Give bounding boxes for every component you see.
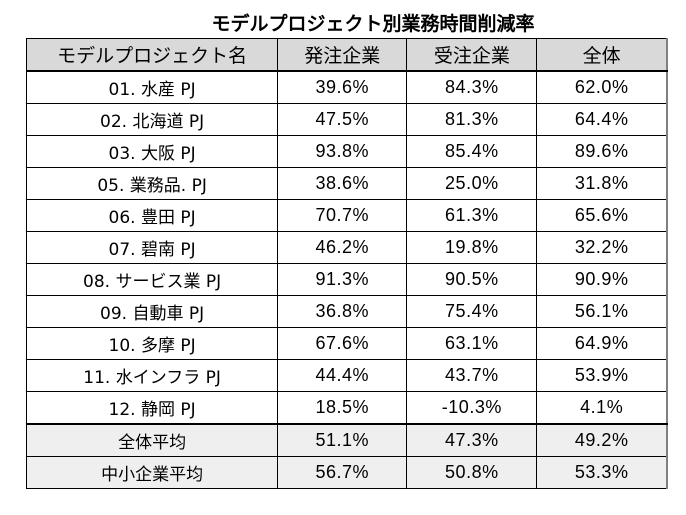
header-ordering-company: 発注企業: [277, 38, 408, 72]
overall-rate: 62.0%: [536, 70, 668, 104]
project-name: 05. 業務品. PJ: [25, 167, 279, 200]
overall-rate: 4.1%: [536, 391, 668, 425]
overall-rate: 56.1%: [536, 295, 668, 328]
overall-rate: 31.8%: [536, 167, 668, 200]
table-row: 03. 大阪 PJ 93.8% 85.4% 89.6%: [25, 135, 668, 168]
table-row: 12. 静岡 PJ 18.5% -10.3% 4.1%: [25, 391, 668, 425]
receiving-rate: 61.3%: [406, 199, 538, 232]
ordering-rate: 56.7%: [277, 456, 408, 489]
table-row: 11. 水インフラ PJ 44.4% 43.7% 53.9%: [25, 359, 668, 392]
receiving-rate: 47.3%: [406, 423, 538, 457]
overall-rate: 90.9%: [536, 263, 668, 296]
overall-rate: 65.6%: [536, 199, 668, 232]
overall-rate: 64.9%: [536, 327, 668, 360]
summary-row-sme-average: 中小企業平均 56.7% 50.8% 53.3%: [25, 456, 668, 489]
receiving-rate: 25.0%: [406, 167, 538, 200]
project-name: 12. 静岡 PJ: [25, 391, 279, 425]
summary-label: 中小企業平均: [25, 456, 279, 489]
receiving-rate: 81.3%: [406, 103, 538, 136]
receiving-rate: 90.5%: [406, 263, 538, 296]
ordering-rate: 18.5%: [277, 391, 408, 425]
receiving-rate: -10.3%: [406, 391, 538, 425]
receiving-rate: 85.4%: [406, 135, 538, 168]
header-overall: 全体: [536, 38, 668, 72]
ordering-rate: 47.5%: [277, 103, 408, 136]
ordering-rate: 67.6%: [277, 327, 408, 360]
table-row: 02. 北海道 PJ 47.5% 81.3% 64.4%: [25, 103, 668, 136]
receiving-rate: 19.8%: [406, 231, 538, 264]
ordering-rate: 93.8%: [277, 135, 408, 168]
ordering-rate: 38.6%: [277, 167, 408, 200]
header-row: モデルプロジェクト名 発注企業 受注企業 全体: [25, 38, 668, 72]
overall-rate: 49.2%: [536, 423, 668, 457]
summary-row-overall-average: 全体平均 51.1% 47.3% 49.2%: [25, 423, 668, 457]
overall-rate: 32.2%: [536, 231, 668, 264]
project-name: 03. 大阪 PJ: [25, 135, 279, 168]
receiving-rate: 84.3%: [406, 70, 538, 104]
ordering-rate: 70.7%: [277, 199, 408, 232]
project-name: 08. サービス業 PJ: [25, 263, 279, 296]
receiving-rate: 50.8%: [406, 456, 538, 489]
overall-rate: 89.6%: [536, 135, 668, 168]
table-row: 06. 豊田 PJ 70.7% 61.3% 65.6%: [25, 199, 668, 232]
ordering-rate: 36.8%: [277, 295, 408, 328]
summary-label: 全体平均: [25, 423, 279, 457]
project-name: 02. 北海道 PJ: [25, 103, 279, 136]
table-title: モデルプロジェクト別業務時間削減率: [211, 13, 535, 35]
table-row: 05. 業務品. PJ 38.6% 25.0% 31.8%: [25, 167, 668, 200]
overall-rate: 64.4%: [536, 103, 668, 136]
project-name: 01. 水産 PJ: [25, 70, 279, 104]
table-row: 01. 水産 PJ 39.6% 84.3% 62.0%: [25, 70, 668, 104]
project-name: 10. 多摩 PJ: [25, 327, 279, 360]
project-name: 11. 水インフラ PJ: [25, 359, 279, 392]
project-name: 06. 豊田 PJ: [25, 199, 279, 232]
ordering-rate: 51.1%: [277, 423, 408, 457]
table-row: 08. サービス業 PJ 91.3% 90.5% 90.9%: [25, 263, 668, 296]
table-row: 07. 碧南 PJ 46.2% 19.8% 32.2%: [25, 231, 668, 264]
header-project-name: モデルプロジェクト名: [25, 38, 279, 72]
table-row: 10. 多摩 PJ 67.6% 63.1% 64.9%: [25, 327, 668, 360]
overall-rate: 53.9%: [536, 359, 668, 392]
reduction-rate-table: モデルプロジェクト名 発注企業 受注企業 全体 01. 水産 PJ 39.6% …: [25, 38, 668, 489]
header-receiving-company: 受注企業: [406, 38, 538, 72]
overall-rate: 53.3%: [536, 456, 668, 489]
project-name: 09. 自動車 PJ: [25, 295, 279, 328]
receiving-rate: 43.7%: [406, 359, 538, 392]
receiving-rate: 75.4%: [406, 295, 538, 328]
project-name: 07. 碧南 PJ: [25, 231, 279, 264]
ordering-rate: 91.3%: [277, 263, 408, 296]
receiving-rate: 63.1%: [406, 327, 538, 360]
ordering-rate: 46.2%: [277, 231, 408, 264]
ordering-rate: 39.6%: [277, 70, 408, 104]
table-row: 09. 自動車 PJ 36.8% 75.4% 56.1%: [25, 295, 668, 328]
ordering-rate: 44.4%: [277, 359, 408, 392]
